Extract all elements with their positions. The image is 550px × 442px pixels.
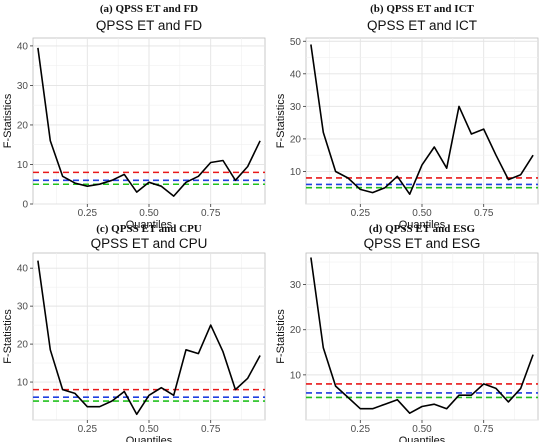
x-tick-label: 0.75 — [474, 208, 494, 219]
gridlines — [33, 253, 265, 421]
x-tick-label: 0.50 — [139, 424, 159, 435]
x-axis-label: Quantiles — [126, 219, 173, 231]
y-tick-label: 30 — [17, 81, 29, 92]
x-tick-label: 0.25 — [78, 424, 98, 435]
y-tick-label: 20 — [17, 340, 29, 351]
series-line — [37, 47, 261, 197]
chart-title: QPSS ET and CPU — [91, 236, 208, 251]
x-axis-label: Quantiles — [399, 219, 446, 231]
y-axis-label: F-Statistics — [275, 93, 287, 148]
y-tick-label: 20 — [290, 325, 302, 336]
y-tick-label: 50 — [290, 37, 302, 48]
panel-caption: (b) QPSS ET and ICT — [370, 3, 474, 15]
x-tick-label: 0.75 — [474, 424, 494, 435]
x-tick-label: 0.75 — [201, 208, 221, 219]
panel-caption: (c) QPSS ET and CPU — [96, 223, 202, 235]
y-tick-label: 0 — [22, 200, 28, 211]
chart-title: QPSS ET and ESG — [364, 236, 481, 251]
y-tick-label: 10 — [290, 370, 302, 381]
panel-caption: (a) QPSS ET and FD — [100, 3, 198, 15]
y-tick-label: 40 — [17, 264, 29, 275]
x-tick-label: 0.25 — [351, 208, 371, 219]
panel-caption: (d) QPSS ET and ESG — [369, 223, 476, 235]
y-tick-label: 40 — [290, 69, 302, 80]
chart-title: QPSS ET and FD — [96, 18, 203, 33]
chart-title: QPSS ET and ICT — [367, 18, 477, 33]
y-tick-label: 20 — [17, 120, 29, 131]
series-line — [310, 257, 534, 415]
y-tick-label: 20 — [290, 134, 302, 145]
y-tick-label: 40 — [17, 41, 29, 52]
y-axis-label: F-Statistics — [2, 93, 14, 148]
x-tick-label: 0.25 — [351, 424, 371, 435]
x-tick-label: 0.75 — [201, 424, 221, 435]
y-tick-label: 10 — [17, 378, 29, 389]
y-tick-label: 10 — [290, 167, 302, 178]
x-tick-label: 0.50 — [412, 208, 432, 219]
x-tick-label: 0.50 — [139, 208, 159, 219]
x-axis-label: Quantiles — [126, 435, 173, 442]
series-line — [310, 44, 534, 195]
x-tick-label: 0.50 — [412, 424, 432, 435]
x-tick-label: 0.25 — [78, 208, 98, 219]
y-tick-label: 30 — [17, 302, 29, 313]
chart-panel-1: (a) QPSS ET and FD QPSS ET and FD 0.25 0.50… — [2, 3, 266, 231]
chart-panel-2: (b) QPSS ET and ICT QPSS ET and ICT 0.25 0.… — [275, 3, 539, 231]
series-line — [37, 260, 261, 416]
y-tick-label: 30 — [290, 280, 302, 291]
x-axis-label: Quantiles — [399, 435, 446, 442]
y-axis-label: F-Statistics — [275, 309, 287, 364]
y-axis-label: F-Statistics — [2, 309, 14, 364]
y-tick-label: 10 — [17, 160, 29, 171]
y-tick-label: 30 — [290, 102, 302, 113]
